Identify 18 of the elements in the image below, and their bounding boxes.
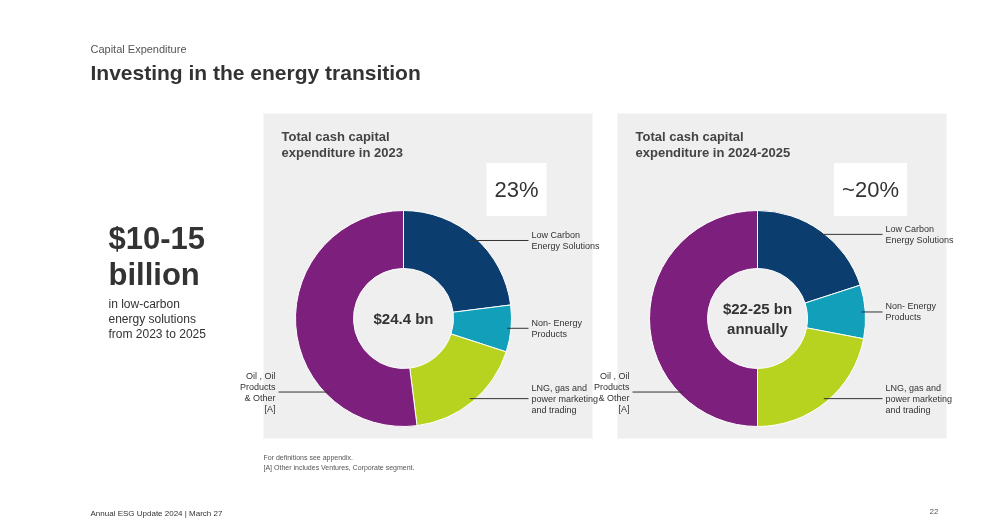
text: Investing in the energy transition [90,60,421,84]
text: 23% [494,177,539,202]
slice-label: Oil , Oil Products & Other [A] [239,370,276,414]
text: ~20% [842,177,899,202]
text: Annual ESG Update 2024 | March 27 [90,508,223,518]
slice-label: Low Carbon Energy Solutions [885,223,955,245]
chart-title: Total cash capital expenditure in 2023 [281,128,403,160]
slice-label: Low Carbon Energy Solutions [531,229,601,251]
text: $10-15 billion [108,220,206,293]
slice-label: Non- Energy Products [885,301,937,323]
text: $24.4 bn [373,310,434,327]
text: $22-25 bn annually [722,300,793,337]
text: in low-carbon energy solutions from 2023 to 2025 [108,296,207,342]
slice-label: LNG, gas and power marketing and trading [885,382,953,415]
text: Capital Expenditure [90,42,187,55]
text: 22 [929,506,940,516]
chart-title: Total cash capital expenditure in 2024-2025 [635,128,791,160]
slice-label: Non- Energy Products [531,317,583,339]
